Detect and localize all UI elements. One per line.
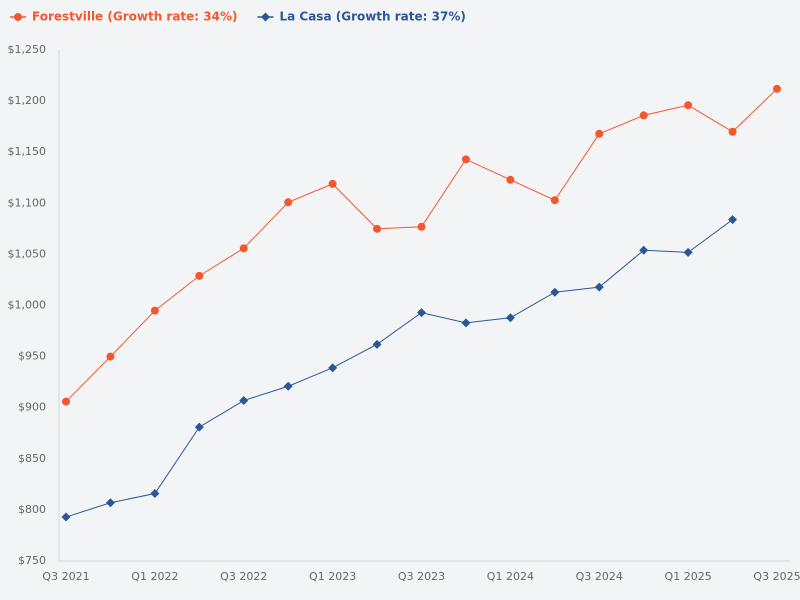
y-tick-label: $1,050 — [8, 247, 47, 260]
x-tick-label: Q3 2021 — [42, 570, 89, 583]
y-tick-label: $750 — [18, 554, 46, 567]
marker — [728, 127, 737, 136]
y-tick-label: $1,200 — [8, 94, 47, 107]
y-tick-label: $950 — [18, 350, 46, 363]
marker — [594, 282, 604, 292]
legend-label: La Casa (Growth rate: 37%) — [279, 10, 465, 24]
y-tick-label: $1,250 — [8, 43, 47, 56]
marker — [773, 84, 781, 93]
y-tick-label: $1,100 — [8, 196, 47, 209]
y-tick-label: $850 — [18, 452, 46, 465]
marker — [728, 215, 738, 225]
marker — [283, 381, 293, 391]
x-tick-label: Q1 2022 — [131, 570, 178, 583]
legend-label: Forestville (Growth rate: 34%) — [32, 10, 237, 24]
marker — [372, 339, 382, 349]
marker — [461, 155, 470, 164]
marker — [550, 196, 559, 205]
marker — [194, 422, 204, 432]
marker — [106, 352, 115, 361]
marker — [550, 287, 560, 297]
marker — [505, 313, 515, 323]
y-tick-label: $800 — [18, 503, 46, 516]
marker — [239, 396, 249, 406]
series-line — [65, 88, 778, 402]
y-tick-label: $900 — [18, 401, 46, 414]
marker — [683, 247, 693, 257]
marker — [461, 318, 471, 328]
marker — [239, 244, 248, 253]
marker — [417, 308, 426, 318]
marker — [373, 224, 382, 233]
series-line — [65, 219, 733, 518]
x-tick-label: Q3 2022 — [220, 570, 267, 583]
x-tick-label: Q3 2025 — [753, 570, 800, 583]
x-tick-label: Q1 2024 — [487, 570, 534, 583]
marker — [284, 198, 293, 207]
y-tick-label: $1,150 — [8, 145, 47, 158]
marker — [595, 129, 604, 138]
x-tick-label: Q1 2025 — [665, 570, 712, 583]
marker — [328, 363, 338, 373]
y-tick-label: $1,000 — [8, 299, 47, 312]
x-tick-label: Q3 2024 — [576, 570, 623, 583]
marker — [61, 512, 71, 522]
marker — [260, 12, 270, 22]
marker — [62, 397, 70, 406]
marker — [639, 111, 648, 120]
x-tick-label: Q3 2023 — [398, 570, 445, 583]
marker — [150, 306, 159, 315]
marker — [506, 175, 515, 184]
marker — [639, 245, 649, 255]
x-tick-label: Q1 2023 — [309, 570, 356, 583]
marker — [195, 271, 204, 280]
marker — [150, 489, 160, 499]
marker — [684, 101, 693, 110]
marker — [105, 498, 115, 508]
marker — [328, 179, 337, 188]
marker — [417, 222, 426, 231]
marker — [14, 13, 22, 21]
